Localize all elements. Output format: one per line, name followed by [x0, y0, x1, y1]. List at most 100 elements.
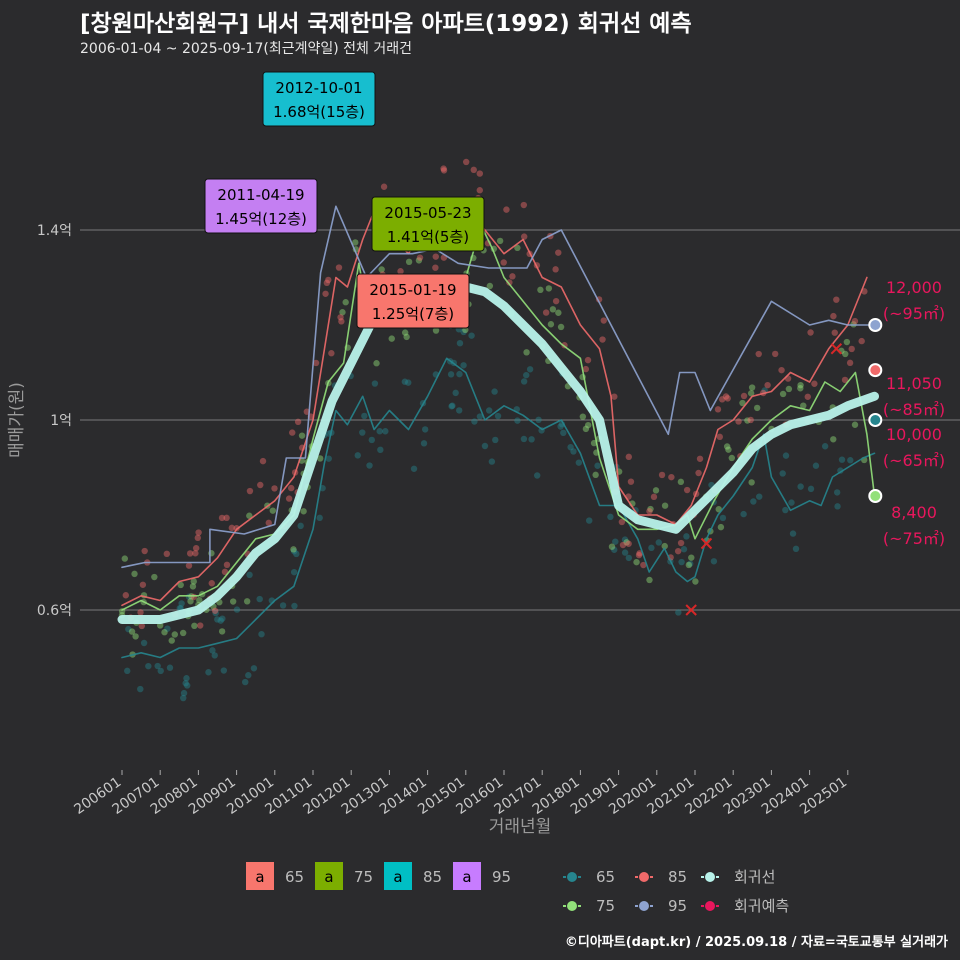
scatter-point: [258, 630, 265, 638]
scatter-point: [476, 187, 483, 194]
callout-date: 2015-01-19: [369, 281, 456, 299]
scatter-point: [180, 689, 188, 697]
x-axis-title: 거래년월: [489, 817, 552, 837]
scatter-point: [421, 426, 429, 433]
scatter-point: [683, 533, 690, 540]
scatter-point: [223, 514, 230, 522]
scatter-point: [557, 323, 565, 331]
scatter-point: [718, 396, 726, 403]
scatter-point: [121, 555, 128, 562]
callout-price: 1.25억(7층): [372, 305, 454, 323]
scatter-point: [300, 508, 307, 515]
scatter-point: [218, 628, 226, 635]
scatter-point: [560, 429, 567, 437]
scatter-point: [811, 380, 818, 387]
legend-label: 95: [668, 897, 687, 915]
legend-label: 65: [596, 868, 615, 886]
scatter-point: [608, 543, 616, 550]
legend-swatch: [453, 862, 481, 890]
scatter-point: [607, 513, 614, 521]
scatter-point: [514, 244, 521, 252]
scatter-point: [575, 459, 583, 466]
scatter-point: [139, 581, 147, 588]
scatter-point: [290, 547, 298, 555]
scatter-point: [220, 667, 228, 674]
legend-area-boxes: a 65 a 75 a 85 a 95: [246, 862, 511, 890]
scatter-point: [612, 538, 619, 545]
scatter-point: [584, 421, 592, 429]
scatter-point: [661, 542, 668, 550]
scatter-point: [582, 425, 590, 433]
scatter-point: [217, 617, 224, 624]
end-label-area: (~65㎡): [883, 451, 945, 470]
scatter-point: [625, 554, 633, 562]
scatter-point: [452, 389, 459, 397]
scatter-point: [432, 264, 439, 271]
end-label-value: 12,000: [886, 278, 942, 297]
legend-swatch: [246, 862, 274, 890]
scatter-point: [195, 529, 202, 536]
scatter-point: [259, 457, 267, 465]
chart-subtitle: 2006-01-04 ~ 2025-09-17(최근계약일) 전체 거래건: [80, 41, 412, 57]
scatter-point: [183, 682, 191, 689]
scatter-point: [125, 625, 132, 633]
scatter-point: [131, 570, 138, 578]
scatter-point: [797, 385, 804, 392]
scatter-point: [316, 455, 324, 462]
scatter-point: [138, 622, 146, 630]
scatter-point: [555, 249, 562, 256]
scatter-point: [186, 550, 194, 557]
legend-dot: [566, 871, 578, 883]
scatter-point: [683, 486, 691, 494]
scatter-point: [405, 379, 412, 386]
scatter-point: [586, 517, 593, 524]
chart-title: [창원마산회원구] 내서 국제한마음 아파트(1992) 회귀선 예측: [80, 11, 692, 37]
scatter-point: [785, 385, 793, 393]
scatter-point: [618, 518, 626, 526]
callout-box: 2012-10-01 1.68억(15층): [262, 71, 376, 127]
scatter-point: [164, 625, 171, 632]
scatter-point: [625, 453, 632, 461]
scatter-point: [675, 609, 682, 616]
callout-date: 2011-04-19: [217, 186, 304, 204]
scatter-point: [140, 639, 148, 647]
scatter-point: [623, 539, 630, 546]
scatter-point: [154, 662, 161, 670]
legend-label: 75: [354, 868, 373, 886]
scatter-point: [178, 600, 185, 607]
scatter-point: [371, 380, 379, 387]
scatter-point: [772, 350, 779, 358]
series-line-65: [121, 357, 876, 659]
scatter-point: [271, 485, 278, 492]
scatter-point: [552, 297, 560, 305]
scatter-point: [410, 465, 418, 472]
series-line-75: [121, 224, 876, 611]
scatter-point: [747, 390, 755, 397]
scatter-point: [166, 664, 174, 671]
end-label-area: (~75㎡): [883, 529, 945, 548]
scatter-point: [717, 523, 725, 531]
scatter-point: [627, 478, 635, 485]
scatter-point: [288, 484, 295, 492]
scatter-point: [168, 637, 175, 644]
scatter-point: [621, 536, 629, 543]
scatter-point: [740, 510, 747, 518]
scatter-point: [523, 371, 530, 379]
scatter-point: [322, 290, 329, 297]
scatter-point: [625, 540, 632, 547]
end-point-marker: [868, 363, 883, 378]
series-line-85: [121, 205, 868, 607]
legend-label: 95: [492, 868, 511, 886]
scatter-point: [256, 595, 263, 603]
scatter-point: [448, 403, 455, 410]
scatter-point: [545, 285, 553, 292]
scatter-point: [506, 279, 513, 286]
scatter-point: [668, 473, 675, 481]
scatter-point: [582, 365, 590, 373]
scatter-point: [533, 472, 541, 479]
scatter-point: [491, 388, 498, 395]
scatter-point: [635, 551, 643, 559]
scatter-point: [514, 417, 521, 424]
scatter-point: [830, 436, 837, 443]
